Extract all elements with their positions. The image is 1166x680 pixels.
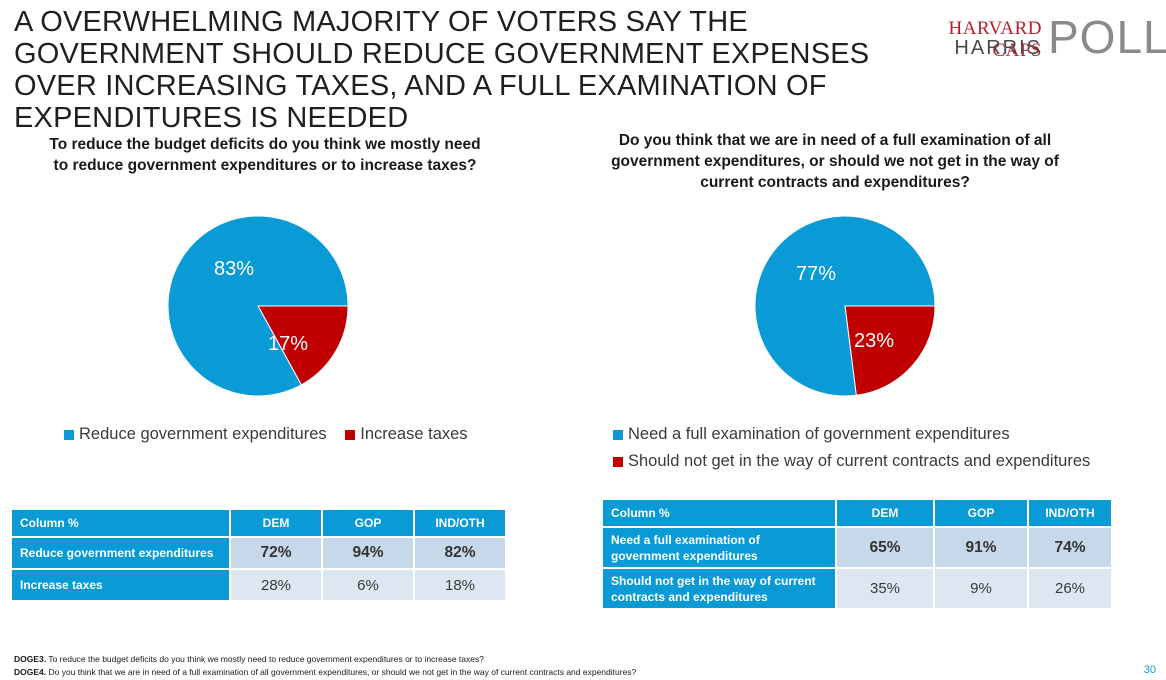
legend-item: Increase taxes: [345, 425, 468, 444]
column-header: DEM: [231, 510, 321, 536]
table-cell: 82%: [415, 538, 505, 568]
column-header: IND/OTH: [1029, 500, 1111, 526]
footnote-doge4: DOGE4. Do you think that we are in need …: [14, 667, 636, 677]
table-row: Should not get in the way of current con…: [603, 569, 1111, 608]
row-label: Increase taxes: [12, 570, 229, 600]
legend-swatch-blue: [613, 429, 623, 440]
pie-chart-full-examination: 77% 23%: [754, 215, 936, 397]
legend-label: Need a full examination of government ex…: [628, 425, 1010, 443]
footnote-text: To reduce the budget deficits do you thi…: [46, 654, 484, 664]
legend-item: Need a full examination of government ex…: [613, 425, 1010, 444]
table-cell: 91%: [935, 528, 1027, 567]
crosstab-table-doge3: Column % DEM GOP IND/OTH Reduce governme…: [10, 508, 507, 602]
footnote-code: DOGE3.: [14, 654, 47, 664]
column-header: IND/OTH: [415, 510, 505, 536]
legend-pie-2-item-1: Need a full examination of government ex…: [613, 425, 1024, 445]
legend-label: Increase taxes: [360, 425, 468, 443]
question-doge4: Do you think that we are in need of a fu…: [611, 132, 1059, 191]
legend-swatch-red: [345, 429, 356, 440]
legend-label: Should not get in the way of current con…: [628, 452, 1091, 470]
pie-data-label: 77%: [796, 263, 836, 285]
pie-slice-majority: [167, 215, 349, 397]
row-label: Should not get in the way of current con…: [603, 569, 835, 608]
legend-swatch-blue: [64, 429, 74, 440]
logo-line-harvard-caps: HARVARD CAPS: [948, 18, 1042, 61]
footnote-code: DOGE4.: [14, 667, 47, 677]
pie-data-label: 17%: [268, 333, 308, 355]
pie-data-label: 23%: [854, 330, 894, 352]
table-row: Increase taxes 28% 6% 18%: [12, 570, 505, 600]
logo-line-harris: HARRIS: [954, 37, 1042, 59]
pie-slice-minority: [257, 305, 349, 386]
table-cell: 9%: [935, 569, 1027, 608]
page-number: 30: [1143, 664, 1156, 676]
harvard-caps-harris-poll-logo: HARVARD CAPS HARRIS POLL: [902, 10, 1166, 62]
table-cell: 65%: [837, 528, 933, 567]
legend-label: Reduce government expenditures: [79, 425, 327, 443]
legend-pie-1: Reduce government expenditures Increase …: [64, 425, 482, 445]
pie-chart-budget-deficit: 83% 17%: [167, 215, 349, 397]
column-header: DEM: [837, 500, 933, 526]
table-cell: 28%: [231, 570, 321, 600]
table-cell: 74%: [1029, 528, 1111, 567]
pie-slice-majority: [754, 215, 936, 397]
table-cell: 94%: [323, 538, 413, 568]
legend-swatch-red: [613, 456, 623, 467]
row-label: Need a full examination of government ex…: [603, 528, 835, 567]
legend-pie-2-item-2: Should not get in the way of current con…: [613, 452, 1104, 472]
table-cell: 35%: [837, 569, 933, 608]
row-label: Reduce government expenditures: [12, 538, 229, 568]
page-title: A OVERWHELMING MAJORITY OF VOTERS SAY TH…: [14, 6, 870, 134]
legend-item: Reduce government expenditures: [64, 425, 327, 444]
footnote-doge3: DOGE3. To reduce the budget deficits do …: [14, 654, 484, 664]
crosstab-table-doge4: Column % DEM GOP IND/OTH Need a full exa…: [601, 498, 1113, 610]
table-cell: 72%: [231, 538, 321, 568]
column-header: Column %: [603, 500, 835, 526]
table-cell: 18%: [415, 570, 505, 600]
column-header: GOP: [935, 500, 1027, 526]
pie-data-label: 83%: [214, 258, 254, 280]
column-header: Column %: [12, 510, 229, 536]
column-header: GOP: [323, 510, 413, 536]
logo-line-poll: POLL: [1048, 11, 1166, 63]
question-doge3: To reduce the budget deficits do you thi…: [49, 136, 481, 174]
table-row: Reduce government expenditures 72% 94% 8…: [12, 538, 505, 568]
table-cell: 26%: [1029, 569, 1111, 608]
table-row: Need a full examination of government ex…: [603, 528, 1111, 567]
pie-slice-minority: [844, 305, 936, 396]
table-cell: 6%: [323, 570, 413, 600]
footnote-text: Do you think that we are in need of a fu…: [46, 667, 637, 677]
legend-item: Should not get in the way of current con…: [613, 452, 1090, 471]
